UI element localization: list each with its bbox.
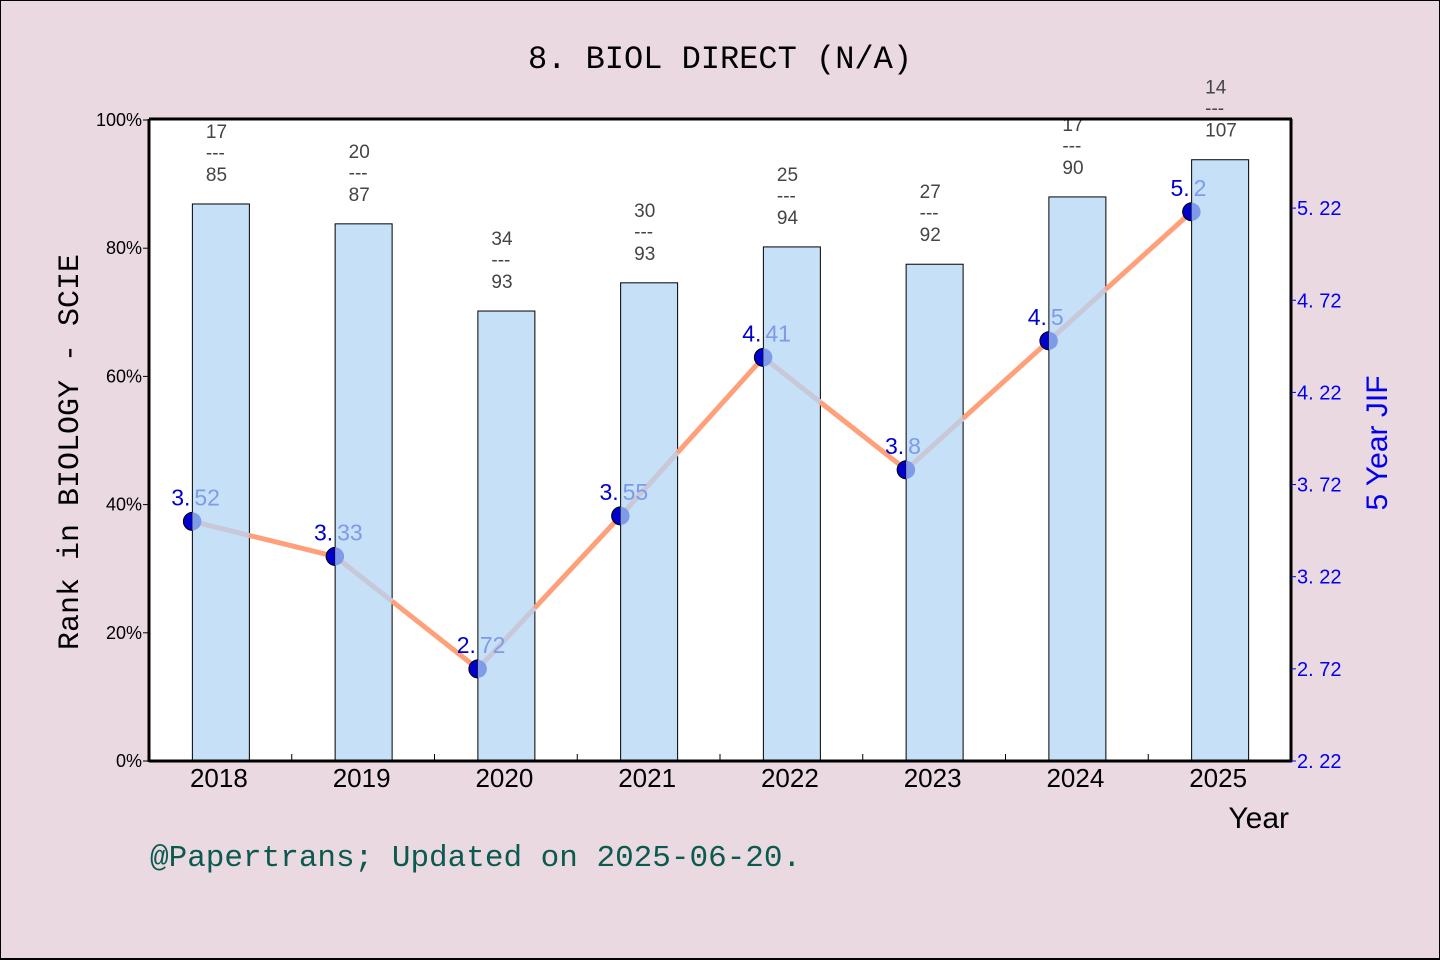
rank-value: 30: [634, 201, 655, 222]
jif-label-dec: 41: [765, 320, 791, 346]
jif-marker: [468, 659, 487, 679]
jif-label-dec: 72: [480, 632, 506, 658]
jif-marker: [896, 460, 916, 480]
jif-label-int: 5.: [1170, 175, 1189, 201]
y-tick-label: 20%: [106, 623, 142, 643]
rank-total: 87: [349, 185, 370, 206]
jif-marker: [325, 546, 345, 566]
jif-labels: 3. 523. 332. 723. 554. 413. 84. 55. 2: [171, 175, 1206, 658]
y-tick-label: 80%: [106, 238, 142, 258]
rank-value: 17: [206, 122, 227, 143]
jif-label-dec: 8: [908, 433, 921, 459]
y2-tick-label: 5. 22: [1297, 198, 1341, 220]
rank-value: 34: [491, 229, 513, 250]
rank-value: 14: [1205, 78, 1227, 99]
rank-value: 20: [349, 142, 370, 163]
bar-2018: [191, 203, 250, 762]
bar-2023: [905, 263, 964, 762]
footer-credit: @Papertrans; Updated on 2025-06-20.: [150, 841, 801, 876]
rank-separator: ---: [777, 186, 796, 207]
bar-2025: [1191, 159, 1250, 762]
rank-total: 85: [206, 165, 227, 186]
right-axis-label: 5 Year JIF: [1361, 375, 1394, 510]
jif-label-int: 3.: [314, 519, 333, 545]
rank-separator: ---: [206, 143, 225, 164]
x-tick-label: 2022: [761, 763, 819, 793]
x-axis-ticks: 2018 2019 2020 2021 2022 2023 2024 2025: [190, 754, 1247, 793]
jif-label-dec: 33: [337, 519, 363, 545]
rank-separator: ---: [1205, 99, 1224, 120]
jif-marker: [182, 511, 202, 531]
rank-separator: ---: [634, 222, 653, 243]
rank-separator: ---: [349, 163, 368, 184]
rank-separator: ---: [491, 250, 510, 271]
rank-value: 27: [920, 182, 941, 203]
x-tick-label: 2021: [618, 763, 676, 793]
jif-label-int: 4.: [1028, 304, 1047, 330]
jif-label-int: 3.: [171, 484, 190, 510]
jif-label-dec: 2: [1194, 175, 1207, 201]
y-tick-label: 40%: [106, 495, 142, 515]
x-tick-label: 2019: [333, 763, 391, 793]
y2-tick-label: 2. 22: [1297, 751, 1341, 773]
jif-label-int: 3.: [599, 479, 618, 505]
left-axis-ticks: 0% 20% 40% 60% 80% 100%: [96, 110, 149, 771]
x-tick-label: 2023: [904, 763, 962, 793]
jif-label-dec: 55: [623, 479, 649, 505]
bar-2021: [620, 282, 679, 762]
plot-area: [149, 120, 1291, 761]
rank-total: 107: [1205, 121, 1237, 142]
x-axis-label: Year: [1228, 802, 1289, 835]
right-axis-ticks: 2. 22 2. 72 3. 22 3. 72 4. 22 4. 72 5. 22: [1291, 198, 1341, 773]
bar-2024: [1048, 196, 1107, 762]
jif-marker: [753, 347, 773, 367]
rank-labels: 17---8520---8734---9330---9325---9427---…: [206, 78, 1237, 293]
rank-value: 25: [777, 165, 798, 186]
jif-marker: [1182, 202, 1201, 222]
rank-separator: ---: [1062, 136, 1081, 157]
left-axis-label: Rank in BIOLOGY - SCIE: [54, 254, 88, 650]
x-tick-label: 2018: [190, 763, 248, 793]
y2-tick-label: 4. 22: [1297, 382, 1341, 404]
rank-total: 93: [634, 244, 655, 265]
rank-total: 90: [1062, 158, 1083, 179]
rank-separator: ---: [920, 203, 939, 224]
jif-marker: [1039, 331, 1058, 351]
bar-2019: [334, 223, 393, 762]
jif-marker: [611, 506, 630, 526]
chart-title: 8. BIOL DIRECT (N/A): [528, 41, 912, 78]
x-tick-label: 2024: [1046, 763, 1104, 793]
y2-tick-label: 3. 22: [1297, 567, 1341, 589]
jif-markers: [182, 202, 1201, 679]
x-tick-label: 2020: [475, 763, 533, 793]
y2-tick-label: 2. 72: [1297, 659, 1341, 681]
jif-label-dec: 5: [1051, 304, 1064, 330]
y-tick-label: 60%: [106, 366, 142, 386]
jif-label-int: 3.: [885, 433, 904, 459]
y-tick-label: 100%: [96, 110, 142, 130]
jif-label-dec: 52: [194, 484, 220, 510]
jif-label-int: 2.: [457, 632, 476, 658]
jif-label-int: 4.: [742, 320, 761, 346]
x-tick-label: 2025: [1189, 763, 1247, 793]
rank-total: 94: [777, 208, 799, 229]
y2-tick-label: 4. 72: [1297, 290, 1341, 312]
y-tick-label: 0%: [116, 751, 142, 771]
y2-tick-label: 3. 72: [1297, 475, 1341, 497]
rank-total: 93: [491, 272, 512, 293]
rank-total: 92: [920, 225, 941, 246]
bar-2020: [477, 310, 536, 762]
jif-line-series: [191, 209, 1194, 671]
